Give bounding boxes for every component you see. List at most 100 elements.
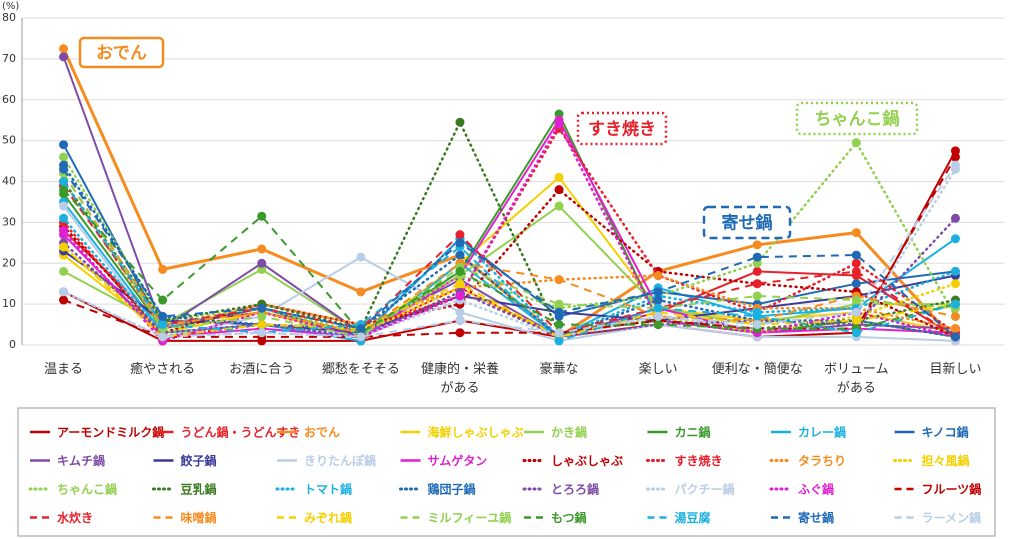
data-point bbox=[554, 172, 564, 182]
data-point bbox=[653, 320, 663, 330]
x-tick-label: 豪華な bbox=[540, 361, 579, 377]
legend-box bbox=[17, 407, 996, 537]
data-point bbox=[653, 287, 663, 297]
legend-label: 海鮮しゃぶしゃぶ bbox=[428, 425, 524, 440]
y-unit: (%) bbox=[2, 1, 19, 12]
data-point bbox=[653, 295, 663, 305]
data-point bbox=[455, 291, 465, 301]
legend-label: 味噌鍋 bbox=[181, 510, 217, 525]
data-point bbox=[455, 307, 465, 317]
data-point bbox=[851, 228, 861, 238]
data-point bbox=[851, 266, 861, 276]
legend-label: 豆乳鍋 bbox=[181, 482, 217, 497]
legend-label: パクチー鍋 bbox=[675, 482, 735, 497]
data-point bbox=[653, 271, 663, 281]
data-point bbox=[59, 201, 69, 211]
legend-label: アーモンドミルク鍋 bbox=[57, 425, 164, 440]
legend-label: トマト鍋 bbox=[304, 482, 352, 497]
annotation-box bbox=[795, 101, 919, 136]
data-point bbox=[455, 279, 465, 289]
data-point bbox=[752, 311, 762, 321]
data-point bbox=[950, 160, 960, 170]
data-point bbox=[59, 185, 69, 195]
legend-label: うどん鍋・うどんすき bbox=[181, 425, 301, 440]
legend-label: しゃぶしゃぶ bbox=[551, 454, 623, 468]
legend-label: ミルフィーユ鍋 bbox=[428, 510, 512, 525]
legend-label: 担々風鍋 bbox=[922, 453, 970, 468]
data-point bbox=[950, 213, 960, 223]
legend-label: もつ鍋 bbox=[551, 510, 587, 525]
data-point bbox=[554, 201, 564, 211]
x-tick-label: 温まる bbox=[44, 362, 83, 377]
data-point bbox=[59, 226, 69, 236]
x-tick-label: 郷愁をそそる bbox=[322, 362, 400, 377]
data-point bbox=[752, 320, 762, 330]
data-point bbox=[950, 324, 960, 334]
annotation-box bbox=[702, 205, 792, 240]
x-tick-label: 癒やされる bbox=[130, 361, 195, 377]
data-point bbox=[752, 279, 762, 289]
series-line bbox=[62, 189, 956, 335]
data-point bbox=[554, 185, 564, 195]
legend-label: ちゃんこ鍋 bbox=[57, 482, 117, 497]
data-point bbox=[455, 238, 465, 248]
data-point bbox=[851, 307, 861, 317]
legend-label: きりたんぽ鍋 bbox=[304, 453, 376, 468]
legend-label: ラーメン鍋 bbox=[922, 510, 982, 525]
data-point bbox=[257, 328, 267, 338]
data-point bbox=[257, 303, 267, 313]
annotation-text: 寄せ鍋 bbox=[722, 213, 773, 234]
data-point bbox=[851, 258, 861, 268]
x-tick-label: 楽しい bbox=[639, 361, 678, 377]
annotation-text: ちゃんこ鍋 bbox=[815, 109, 900, 130]
data-point bbox=[257, 211, 267, 221]
annotation-box bbox=[78, 36, 165, 69]
data-point bbox=[455, 250, 465, 260]
data-point bbox=[950, 234, 960, 244]
legend-label: キノコ鍋 bbox=[922, 425, 969, 440]
data-point bbox=[59, 140, 69, 150]
data-point bbox=[554, 336, 564, 346]
y-tick-label: 80 bbox=[2, 11, 16, 24]
data-point bbox=[59, 44, 69, 54]
legend-label: 水炊き bbox=[57, 510, 93, 525]
data-point bbox=[851, 315, 861, 325]
data-point bbox=[455, 117, 465, 127]
y-tick-label: 70 bbox=[2, 52, 16, 65]
legend-label: サムゲタン bbox=[428, 453, 488, 468]
data-point bbox=[851, 295, 861, 305]
data-point bbox=[356, 287, 366, 297]
series-line bbox=[62, 140, 957, 335]
legend-label: キムチ鍋 bbox=[57, 453, 105, 468]
x-tick-label: 健康的・栄養がある bbox=[421, 361, 499, 396]
data-point bbox=[653, 311, 663, 321]
data-point bbox=[59, 242, 69, 252]
data-point bbox=[158, 311, 168, 321]
series-line bbox=[62, 246, 956, 338]
data-point bbox=[950, 299, 960, 309]
data-point bbox=[257, 320, 267, 330]
series-line bbox=[62, 172, 956, 338]
series-line bbox=[62, 126, 957, 339]
data-point bbox=[158, 332, 168, 342]
legend-label: 餃子鍋 bbox=[181, 453, 217, 468]
legend-label: タラちり bbox=[798, 454, 846, 468]
data-point bbox=[455, 266, 465, 276]
x-tick-label: 便利な・簡便な bbox=[712, 362, 803, 377]
legend-label: すき焼き bbox=[675, 453, 723, 468]
y-tick-label: 40 bbox=[2, 175, 16, 188]
series-line bbox=[63, 164, 957, 338]
data-point bbox=[653, 303, 663, 313]
legend-label: 湯豆腐 bbox=[675, 510, 711, 525]
data-point bbox=[158, 320, 168, 330]
x-tick-label: 目新しい bbox=[929, 361, 981, 377]
data-point bbox=[950, 152, 960, 162]
series-line bbox=[62, 172, 956, 334]
series-line bbox=[62, 185, 957, 338]
x-tick-label: お酒に合う bbox=[229, 362, 294, 377]
data-point bbox=[752, 291, 762, 301]
series-line bbox=[62, 168, 957, 338]
data-point bbox=[257, 258, 267, 268]
legend-label: みぞれ鍋 bbox=[304, 510, 352, 525]
